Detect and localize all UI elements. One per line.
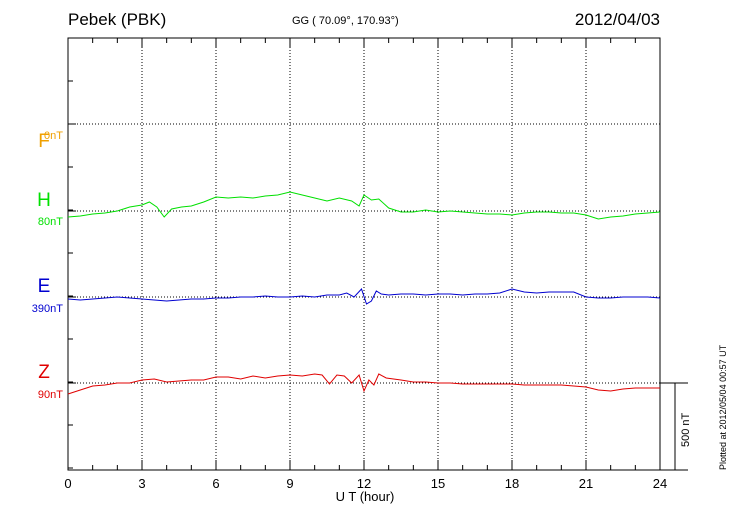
x-tick-label: 3 <box>138 476 145 491</box>
x-tick-label: 12 <box>357 476 371 491</box>
trace-name-h: H <box>37 190 51 211</box>
x-tick-label: 24 <box>653 476 667 491</box>
x-tick-label: 21 <box>579 476 593 491</box>
plotted-timestamp: Plotted at 2012/05/04 00:57 UT <box>718 344 728 470</box>
station-title: Pebek (PBK) <box>68 10 167 29</box>
geographic-coordinates: GG ( 70.09°, 170.93°) <box>292 15 399 27</box>
trace-name-f: F <box>38 131 50 152</box>
trace-line-e <box>67 288 661 305</box>
trace-offset-e: 390nT <box>32 303 63 315</box>
trace-line-z <box>67 373 660 395</box>
trace-offset-z: 90nT <box>38 389 63 401</box>
x-tick-label: 18 <box>505 476 519 491</box>
x-tick-label: 15 <box>431 476 445 491</box>
x-tick-label: 6 <box>212 476 219 491</box>
x-tick-label: 9 <box>286 476 293 491</box>
trace-offset-h: 80nT <box>38 216 63 228</box>
trace-offset-f: 0nT <box>44 130 63 142</box>
trace-line-h <box>67 191 661 220</box>
trace-name-e: E <box>38 276 51 297</box>
x-axis-label: U T (hour) <box>335 489 395 504</box>
trace-name-z: Z <box>38 362 50 383</box>
scale-bar-label: 500 nT <box>680 412 692 447</box>
x-tick-label: 0 <box>64 476 71 491</box>
plot-date: 2012/04/03 <box>574 10 660 29</box>
